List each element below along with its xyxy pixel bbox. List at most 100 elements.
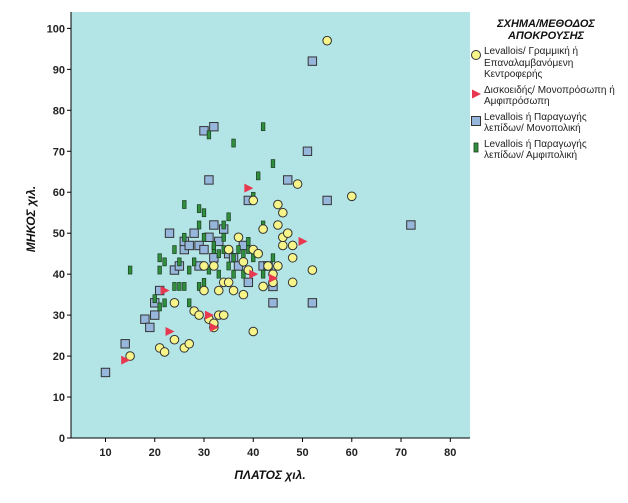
bar-point [162, 298, 167, 308]
bar-point [231, 138, 236, 148]
bar-point [260, 122, 266, 132]
bar-point [201, 208, 207, 218]
circle-point [223, 244, 234, 255]
bar-point [201, 232, 207, 242]
bar-point [216, 269, 221, 279]
circle-point [233, 232, 244, 243]
x-tick-label: 10 [99, 447, 111, 459]
triangle-point [249, 269, 259, 279]
circle-point [169, 298, 180, 308]
circle-point [238, 289, 249, 300]
circle-point [253, 248, 263, 259]
bar-point [177, 257, 182, 267]
x-tick-label: 50 [296, 447, 308, 459]
bar-point [216, 249, 221, 259]
y-tick-label: 60 [53, 187, 65, 199]
circle-point [273, 220, 283, 230]
plot-area [71, 12, 470, 438]
circle-marker-icon [471, 50, 481, 60]
bar-point [241, 269, 246, 279]
circle-point [159, 347, 170, 357]
circle-point [273, 199, 283, 210]
circle-point [282, 228, 293, 238]
legend-label: Levallois/ Γραμμική ή Επαναλαμβανόμενη Κ… [484, 46, 579, 80]
square-point [204, 175, 214, 185]
square-point [307, 56, 318, 66]
circle-point [184, 338, 195, 349]
bar-point [226, 261, 231, 271]
circle-point [169, 334, 180, 345]
bar-point [162, 257, 167, 267]
legend-item-bar: Levallois ή Παραγωγής λεπίδων/ Αμφιπολικ… [470, 139, 628, 162]
bar-point [172, 245, 177, 254]
square-point [283, 175, 293, 185]
x-tick-label: 60 [346, 447, 358, 459]
bar-point [172, 282, 177, 291]
bar-point [231, 253, 236, 263]
circle-point [218, 310, 229, 320]
square-point [209, 220, 219, 230]
bar-point [226, 212, 231, 222]
bar-point [157, 302, 162, 312]
bar-point [270, 253, 276, 263]
circle-point [238, 257, 249, 267]
bar-point [206, 130, 212, 140]
legend-item-triangle: Δισκοειδής/ Μονοπρόσωπη ή Αμφιπρόσωπη [470, 85, 628, 108]
legend-label: Levallois ή Παραγωγής λεπίδων/ Αμφιπολικ… [484, 138, 587, 162]
y-tick-label: 50 [53, 228, 65, 240]
circle-point [322, 35, 332, 46]
circle-point [287, 252, 298, 263]
square-point [302, 146, 313, 156]
bar-point [206, 265, 212, 275]
legend-label: Δισκοειδής/ Μονοπρόσωπη ή Αμφιπρόσωπη [484, 84, 615, 108]
circle-point [307, 265, 318, 275]
bar-point [260, 269, 266, 279]
circle-point [248, 195, 259, 206]
y-tick-label: 90 [53, 64, 65, 76]
square-point [209, 121, 219, 132]
circle-point [278, 240, 288, 251]
circle-point [258, 281, 268, 292]
circle-point [346, 191, 357, 202]
x-tick-label: 80 [444, 447, 456, 459]
x-tick-label: 70 [395, 447, 407, 459]
x-tick-label: 30 [198, 447, 210, 459]
circle-point [248, 326, 259, 337]
triangle-point [244, 183, 254, 193]
y-tick-label: 10 [53, 392, 65, 404]
square-point [322, 195, 332, 206]
circle-point [273, 261, 283, 271]
bar-point [246, 237, 251, 246]
bar-point [256, 171, 261, 181]
bar-point [241, 249, 246, 259]
triangle-point [298, 236, 308, 246]
legend-label: Levallois ή Παραγωγής λεπίδων/ Μονοπολικ… [484, 111, 587, 135]
bar-point [187, 265, 192, 275]
bar-point [211, 241, 217, 250]
bar-point [157, 265, 162, 275]
triangle-marker-icon [472, 89, 481, 98]
triangle-point [268, 273, 278, 283]
square-point [268, 298, 278, 308]
circle-point [258, 224, 268, 234]
y-tick-label: 70 [53, 146, 65, 158]
bar-point [182, 232, 187, 242]
y-tick-label: 100 [47, 23, 65, 35]
circle-point [228, 285, 239, 296]
bar-point [127, 265, 133, 275]
square-point [164, 228, 175, 238]
triangle-point [165, 327, 175, 336]
bar-point [182, 200, 187, 209]
triangle-point [209, 322, 219, 332]
triangle-point [160, 286, 170, 296]
circle-point [263, 261, 273, 271]
square-point [150, 310, 160, 320]
triangle-point [121, 355, 131, 365]
x-tick-label: 40 [247, 447, 259, 459]
square-point [307, 298, 318, 308]
y-tick-label: 20 [53, 351, 65, 363]
axis-lines [70, 12, 470, 439]
bar-point [221, 232, 226, 242]
bar-point [187, 298, 192, 308]
legend-item-square: Levallois ή Παραγωγής λεπίδων/ Μονοπολικ… [470, 112, 628, 135]
